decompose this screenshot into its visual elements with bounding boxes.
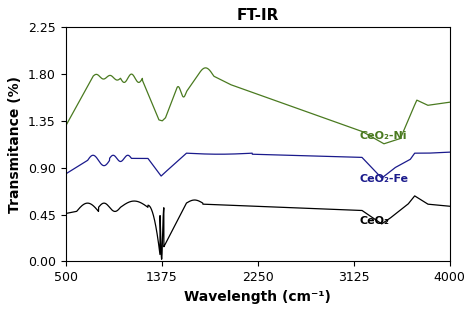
X-axis label: Wavelength (cm⁻¹): Wavelength (cm⁻¹) xyxy=(184,290,331,304)
Text: CeO₂-Ni: CeO₂-Ni xyxy=(360,131,407,141)
Text: CeO₂-Fe: CeO₂-Fe xyxy=(360,174,409,184)
Y-axis label: Transmitance (%): Transmitance (%) xyxy=(9,76,22,213)
Title: FT-IR: FT-IR xyxy=(237,8,279,23)
Text: CeO₂: CeO₂ xyxy=(360,216,390,226)
